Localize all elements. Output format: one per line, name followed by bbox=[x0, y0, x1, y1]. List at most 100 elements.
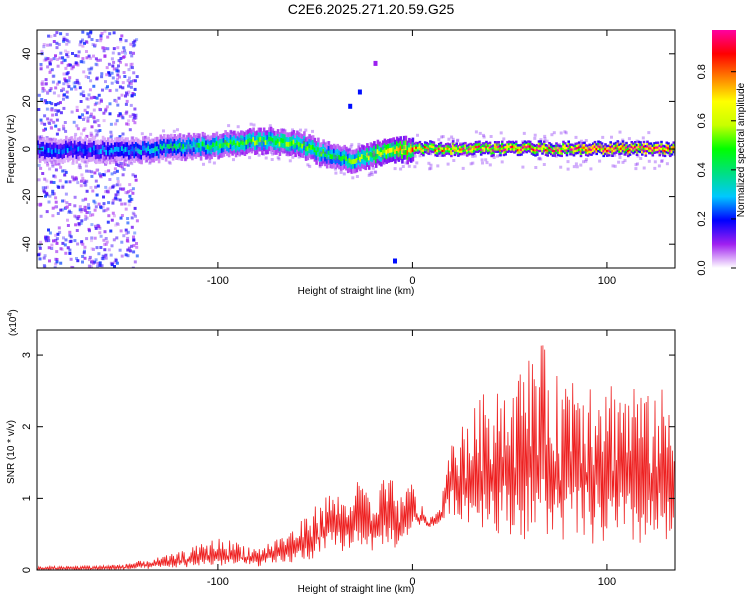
heat-cell bbox=[128, 150, 131, 155]
heat-cell bbox=[621, 149, 625, 153]
heat-cell bbox=[109, 229, 113, 233]
heat-cell bbox=[87, 157, 91, 163]
heat-cell bbox=[607, 147, 611, 150]
heat-cell bbox=[511, 143, 514, 146]
heat-cell bbox=[303, 150, 306, 156]
heat-cell bbox=[301, 143, 304, 149]
heat-cell bbox=[427, 152, 430, 155]
heat-cell bbox=[55, 237, 59, 241]
heat-cell bbox=[290, 131, 294, 137]
heat-cell bbox=[143, 145, 147, 151]
heat-cell bbox=[577, 141, 581, 144]
heat-cell bbox=[107, 142, 110, 147]
heat-cell bbox=[266, 130, 269, 136]
heat-cell bbox=[94, 258, 98, 262]
heat-cell bbox=[497, 145, 500, 149]
heat-cell bbox=[581, 141, 584, 145]
heat-cell bbox=[334, 171, 338, 175]
heat-cell bbox=[380, 156, 383, 162]
heat-cell bbox=[549, 152, 553, 156]
heat-cell bbox=[59, 261, 63, 265]
heat-cell bbox=[54, 262, 58, 266]
heat-cell bbox=[65, 95, 69, 99]
heat-cell bbox=[100, 72, 104, 76]
heat-cell bbox=[100, 158, 103, 164]
snr-x-label: Height of straight line (km) bbox=[298, 584, 415, 595]
heat-cell bbox=[339, 161, 343, 166]
spectrogram-y-tick-label: 0 bbox=[21, 146, 33, 152]
heat-cell bbox=[52, 91, 56, 95]
heat-cell bbox=[306, 145, 310, 151]
heat-cell bbox=[81, 57, 85, 61]
heat-cell bbox=[52, 120, 56, 124]
heat-cell bbox=[60, 89, 64, 93]
heat-cell bbox=[138, 139, 142, 145]
heat-cell bbox=[364, 146, 367, 152]
heat-cell bbox=[83, 245, 87, 249]
heat-cell bbox=[471, 150, 474, 154]
heat-cell bbox=[97, 101, 101, 105]
heat-cell bbox=[100, 257, 104, 260]
heat-cell bbox=[57, 149, 61, 153]
heat-cell bbox=[266, 149, 269, 155]
heat-cell bbox=[462, 147, 466, 151]
heat-cell bbox=[50, 243, 54, 247]
heat-cell bbox=[212, 161, 216, 165]
heat-cell bbox=[116, 77, 119, 81]
heat-cell bbox=[102, 173, 106, 177]
heat-cell bbox=[618, 143, 621, 146]
heat-cell bbox=[219, 143, 222, 149]
heat-cell bbox=[45, 136, 49, 139]
heat-cell bbox=[169, 150, 173, 154]
heat-cell bbox=[537, 142, 541, 146]
heat-cell bbox=[81, 30, 85, 34]
heat-cell bbox=[448, 143, 451, 146]
heat-cell bbox=[227, 143, 231, 148]
heat-cell bbox=[89, 96, 93, 100]
heat-cell bbox=[226, 141, 229, 147]
heat-cell bbox=[576, 144, 579, 148]
heat-cell bbox=[624, 152, 627, 156]
heat-cell bbox=[549, 150, 553, 153]
heat-cell bbox=[415, 146, 418, 149]
heat-cell bbox=[611, 142, 615, 146]
heat-cell bbox=[488, 144, 492, 147]
heat-cell bbox=[77, 151, 80, 157]
heat-cell bbox=[338, 155, 341, 160]
heat-cell bbox=[558, 154, 562, 157]
heat-cell bbox=[115, 183, 119, 187]
heat-cell bbox=[628, 153, 632, 156]
heat-cell bbox=[89, 152, 93, 158]
heat-cell bbox=[108, 32, 112, 36]
heat-cell bbox=[115, 169, 119, 173]
heat-cell bbox=[460, 152, 464, 156]
heat-cell bbox=[642, 166, 646, 170]
heat-cell bbox=[637, 145, 641, 148]
heat-cell bbox=[528, 143, 532, 146]
heat-cell bbox=[413, 147, 416, 150]
heat-cell bbox=[124, 94, 127, 98]
heat-cell bbox=[52, 156, 56, 162]
heat-cell bbox=[359, 152, 362, 157]
heat-cell bbox=[184, 151, 187, 157]
heat-cell bbox=[130, 198, 134, 201]
heat-cell bbox=[38, 257, 42, 261]
heat-cell bbox=[548, 151, 551, 154]
heat-cell bbox=[122, 46, 126, 50]
heat-cell bbox=[338, 150, 341, 155]
heat-cell bbox=[299, 138, 303, 143]
heat-cell bbox=[648, 149, 651, 152]
heat-cell bbox=[278, 146, 282, 152]
heat-cell bbox=[201, 150, 205, 156]
heat-cell bbox=[336, 153, 339, 159]
heat-cell bbox=[366, 162, 369, 167]
heat-cell bbox=[101, 145, 105, 151]
heat-cell bbox=[87, 93, 91, 97]
heat-cell bbox=[560, 147, 563, 150]
heat-cell bbox=[206, 139, 210, 145]
heat-cell bbox=[374, 158, 378, 164]
heat-cell bbox=[45, 142, 49, 148]
snr-y-tick-label: 1 bbox=[21, 495, 33, 501]
heat-cell bbox=[534, 149, 537, 152]
heat-cell bbox=[42, 256, 46, 260]
